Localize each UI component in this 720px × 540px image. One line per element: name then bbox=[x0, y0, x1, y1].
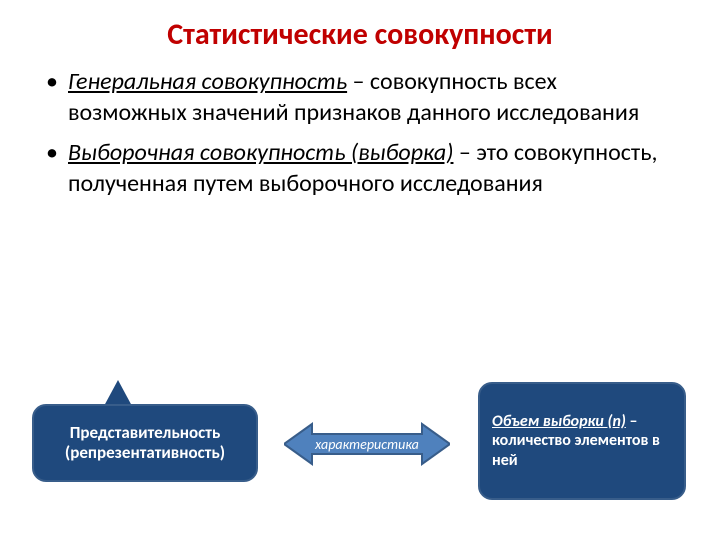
callout-right: Объем выборки (n) – количество элементов… bbox=[478, 382, 686, 500]
callout-left-box: Представительность (репрезентативность) bbox=[32, 404, 258, 482]
callout-right-text: Объем выборки (n) – количество элементов… bbox=[492, 412, 672, 471]
slide: Статистические совокупности Генеральная … bbox=[0, 0, 720, 200]
bullet-2: Выборочная совокупность (выборка) – это … bbox=[46, 138, 674, 199]
callout-pointer-icon bbox=[104, 380, 132, 406]
bullet-1-sep: – bbox=[347, 67, 370, 96]
callout-right-term: Объем выборки (n) bbox=[492, 412, 626, 431]
diagram: Представительность (репрезентативность) … bbox=[0, 376, 720, 526]
bullet-2-sep: – bbox=[453, 138, 476, 167]
callout-left: Представительность (репрезентативность) bbox=[32, 404, 258, 482]
bullet-1: Генеральная совокупность – совокупность … bbox=[46, 67, 674, 128]
slide-title: Статистические совокупности bbox=[46, 16, 674, 53]
double-arrow-label: характеристика bbox=[284, 422, 450, 466]
bullet-2-term: Выборочная совокупность (выборка) bbox=[68, 138, 453, 167]
double-arrow: характеристика bbox=[284, 422, 450, 466]
bullet-1-term: Генеральная совокупность bbox=[68, 67, 347, 96]
callout-left-text: Представительность (репрезентативность) bbox=[40, 423, 250, 464]
